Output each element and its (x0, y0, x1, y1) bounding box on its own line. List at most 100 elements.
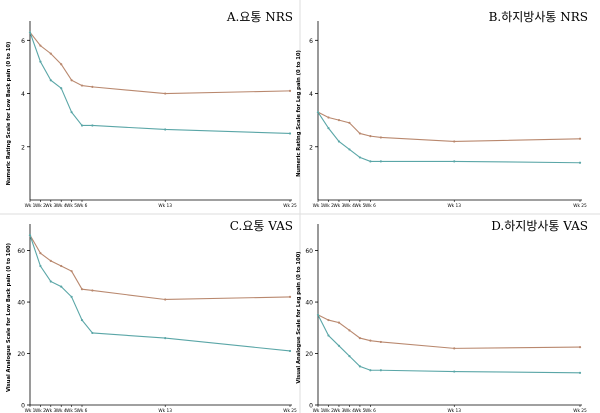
x-tick-label: Wk 1 (25, 408, 36, 413)
x-tick-label: Wk 5 (354, 408, 365, 413)
chart-panel-3: 0 20 40 60 Wk 1 Wk 2 Wk 3 Wk 4 Wk 5 Wk 6 Wk 13 Wk 2… (6, 219, 297, 413)
data-point (91, 85, 94, 88)
y-tick-label: 6 (309, 38, 313, 45)
data-point (379, 160, 382, 163)
data-point (288, 89, 292, 92)
series-line-2 (317, 314, 581, 374)
data-point (369, 160, 372, 163)
data-point (337, 140, 341, 143)
data-point (453, 140, 456, 143)
x-tick-label: Wk 13 (447, 408, 461, 413)
y-tick-label: 4 (309, 91, 313, 98)
chart-panel-2: 2 4 6 Wk 1 Wk 2 Wk 3 Wk 4 Wk 5 Wk 6 Wk 13 Wk 25 Num… (296, 10, 588, 209)
x-tick-label: Wk 6 (77, 408, 88, 413)
x-tick-label: Wk 2 (35, 203, 46, 209)
x-tick-label: Wk 3 (45, 408, 56, 413)
data-point (316, 313, 320, 317)
data-point (369, 135, 372, 138)
data-point (39, 44, 42, 47)
data-point (60, 264, 63, 268)
data-point (60, 87, 63, 90)
x-tick-label: Wk 6 (365, 203, 376, 209)
data-point (337, 119, 341, 122)
y-tick-label: 20 (17, 351, 25, 358)
data-point (453, 347, 456, 350)
data-point (379, 369, 382, 372)
data-point (327, 334, 330, 337)
y-tick-label: 0 (21, 403, 25, 410)
data-point (70, 270, 73, 273)
y-tick-label: 2 (309, 144, 313, 151)
x-tick-label: Wk 25 (573, 408, 587, 413)
x-tick-label: Wk 4 (344, 203, 355, 209)
x-tick-label: Wk 13 (158, 203, 172, 209)
chart-panel-1: 2 4 6 Wk 1 Wk 2 Wk 3 Wk 4 Wk 5 Wk 6 Wk 13 Wk 25 Num… (6, 10, 297, 209)
chart-panel-4: 0 20 40 60 Wk 1 Wk 2 Wk 3 Wk 4 Wk 5 Wk 6 Wk 13 Wk 2… (296, 219, 588, 413)
y-tick-label: 4 (21, 91, 25, 98)
data-point (348, 121, 351, 124)
data-point (578, 371, 582, 374)
data-point (80, 288, 84, 291)
data-point (358, 132, 362, 135)
data-point (369, 339, 372, 342)
series-line-2 (29, 234, 291, 352)
x-tick-label: Wk 25 (283, 408, 297, 413)
data-point (288, 132, 292, 135)
series-line-1 (29, 31, 291, 95)
chart-title: D.하지방사통 VAS (491, 219, 588, 233)
chart-title: B.하지방사통 NRS (489, 10, 588, 24)
data-point (164, 336, 167, 340)
data-point (327, 127, 330, 130)
x-tick-label: Wk 2 (35, 408, 46, 413)
x-tick-label: Wk 5 (66, 203, 77, 209)
data-point (39, 252, 42, 255)
data-point (49, 280, 52, 283)
series-line-2 (29, 32, 291, 135)
chart-title: C.요통 VAS (230, 219, 293, 233)
data-point (348, 148, 351, 151)
data-point (578, 161, 582, 164)
x-tick-label: Wk 1 (313, 203, 324, 209)
y-tick-label: 60 (17, 248, 25, 255)
x-tick-label: Wk 25 (283, 203, 297, 209)
data-point (70, 111, 73, 114)
series-line-2 (317, 111, 581, 164)
data-point (164, 92, 167, 95)
data-point (337, 344, 341, 347)
x-tick-label: Wk 4 (56, 203, 67, 209)
series-line-1 (29, 234, 291, 301)
data-point (358, 365, 362, 368)
data-point (369, 369, 372, 372)
data-point (70, 295, 73, 299)
y-tick-label: 40 (305, 300, 313, 307)
data-point (28, 31, 32, 34)
data-point (358, 156, 362, 159)
y-tick-label: 40 (17, 300, 25, 307)
series-line-1 (317, 314, 581, 349)
y-axis-label: Visual Analogue Scale for Low Back pain … (6, 243, 12, 392)
data-point (49, 259, 52, 262)
data-point (39, 264, 42, 268)
y-tick-label: 20 (305, 351, 313, 358)
x-tick-label: Wk 6 (365, 408, 376, 413)
y-tick-label: 60 (305, 248, 313, 255)
x-tick-label: Wk 1 (313, 408, 324, 413)
y-axis-label: Numeric Rating Scale for Low Back pain (… (6, 42, 12, 186)
data-point (348, 329, 351, 332)
data-point (49, 79, 52, 82)
data-point (80, 84, 84, 87)
data-point (70, 79, 73, 82)
x-tick-label: Wk 1 (25, 203, 36, 209)
data-point (288, 295, 292, 299)
series-line-1 (317, 111, 581, 142)
data-point (578, 345, 582, 349)
y-tick-label: 6 (21, 38, 25, 45)
x-tick-label: Wk 2 (323, 203, 334, 209)
data-point (578, 137, 582, 140)
data-point (164, 128, 167, 131)
y-axis-label: Numeric Rating Scale for Leg pain (0 to … (296, 50, 302, 177)
data-point (164, 298, 167, 301)
data-point (379, 136, 382, 139)
data-point (28, 234, 32, 237)
